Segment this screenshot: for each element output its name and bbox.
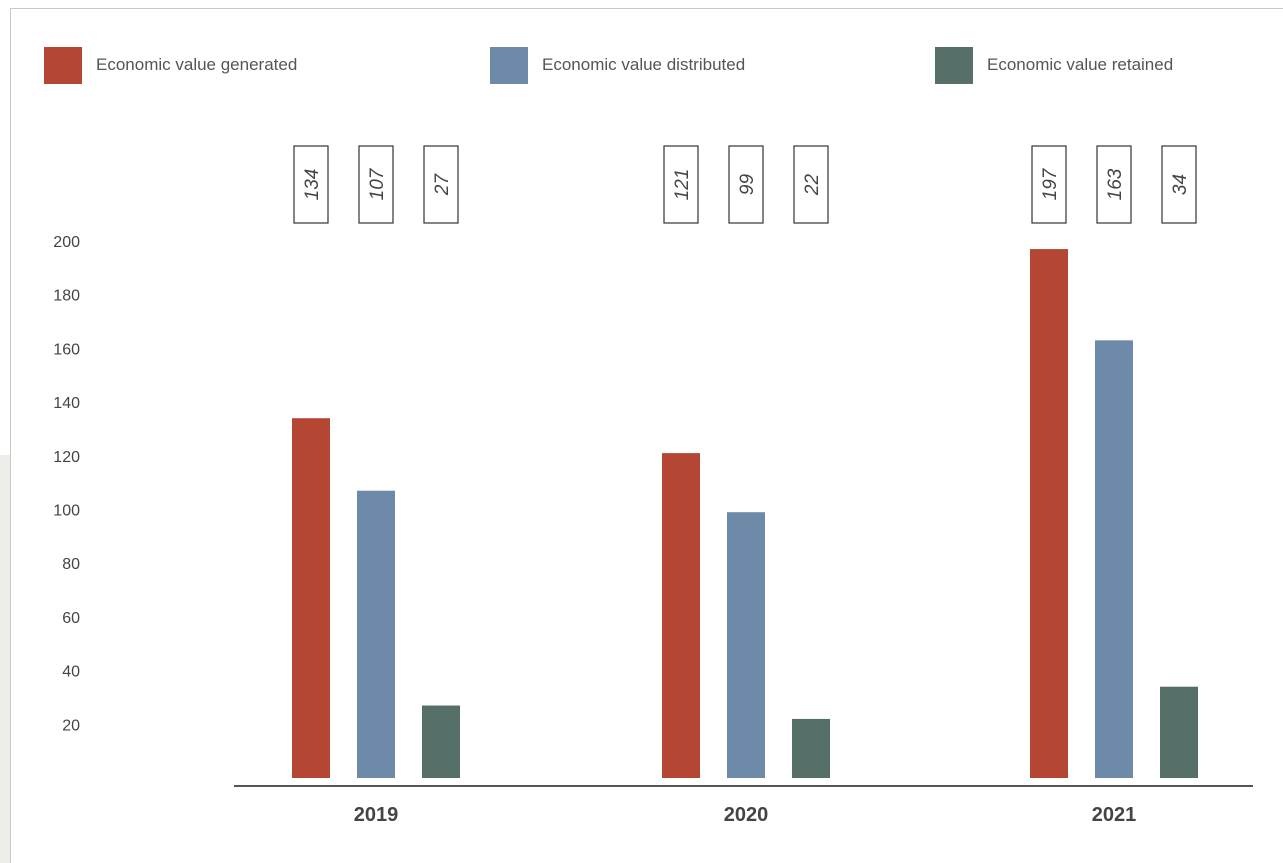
- bar-2021-1: [1030, 249, 1068, 778]
- data-label-box: [728, 145, 764, 224]
- page-edge-strip: [0, 455, 10, 863]
- legend-swatch-3: [935, 47, 973, 84]
- data-label-text: 134: [302, 169, 323, 201]
- data-label-2020-1: 121: [663, 145, 699, 224]
- x-category-label: 2020: [724, 804, 769, 826]
- data-label-2021-1: 197: [1031, 145, 1067, 224]
- data-label-text: 99: [737, 174, 758, 196]
- bar-2019-1: [292, 418, 330, 778]
- legend-swatch-1: [44, 47, 82, 84]
- data-label-2021-2: 163: [1096, 145, 1132, 224]
- y-tick-label: 120: [53, 449, 80, 466]
- legend-label-2: Economic value distributed: [542, 55, 745, 74]
- y-tick-label: 80: [62, 556, 80, 573]
- legend-swatch-2: [490, 47, 528, 84]
- data-label-2019-3: 27: [423, 145, 459, 224]
- bars: [292, 249, 1198, 778]
- data-label-box: [793, 145, 829, 224]
- legend-label-1: Economic value generated: [96, 55, 297, 74]
- bar-2020-2: [727, 512, 765, 778]
- data-label-box: [1031, 145, 1067, 224]
- x-category-label: 2019: [354, 804, 399, 826]
- data-label-text: 121: [672, 169, 693, 201]
- y-tick-label: 40: [62, 664, 80, 681]
- bar-2021-3: [1160, 686, 1198, 778]
- bar-2020-1: [662, 453, 700, 778]
- chart-frame: [10, 8, 1283, 863]
- data-label-text: 163: [1105, 168, 1126, 200]
- bar-2020-3: [792, 718, 830, 778]
- legend-label-3: Economic value retained: [987, 55, 1173, 74]
- data-label-2019-1: 134: [293, 145, 329, 224]
- y-axis: 20 40 60 80 100 120 140 160 180 200: [53, 234, 80, 734]
- data-label-text: 27: [432, 173, 453, 197]
- data-label-2020-2: 99: [728, 145, 764, 224]
- data-label-text: 34: [1170, 174, 1191, 195]
- legend: Economic value generated Economic value d…: [44, 47, 1173, 84]
- data-label-text: 22: [802, 174, 823, 197]
- data-label-text: 107: [367, 167, 388, 200]
- y-tick-label: 60: [62, 610, 80, 627]
- y-tick-label: 100: [53, 503, 80, 520]
- y-tick-label: 20: [62, 717, 80, 734]
- bar-2019-2: [357, 490, 395, 778]
- x-category-label: 2021: [1092, 804, 1137, 826]
- y-tick-label: 140: [53, 395, 80, 412]
- data-labels: 134 107 27 121 99 22 197 163 34: [293, 145, 1197, 224]
- y-tick-label: 200: [53, 234, 80, 251]
- data-label-2021-3: 34: [1161, 145, 1197, 224]
- data-label-box: [293, 145, 329, 224]
- data-label-box: [1161, 145, 1197, 224]
- y-tick-label: 160: [53, 341, 80, 358]
- data-label-text: 197: [1040, 167, 1061, 200]
- data-label-2019-2: 107: [358, 145, 394, 224]
- bar-2021-2: [1095, 340, 1133, 778]
- x-axis: 2019 2020 2021: [354, 804, 1137, 826]
- bar-2019-3: [422, 705, 460, 778]
- data-label-box: [1096, 145, 1132, 224]
- data-label-2020-3: 22: [793, 145, 829, 224]
- data-label-box: [663, 145, 699, 224]
- y-tick-label: 180: [53, 288, 80, 305]
- data-label-box: [423, 145, 459, 224]
- data-label-box: [358, 145, 394, 224]
